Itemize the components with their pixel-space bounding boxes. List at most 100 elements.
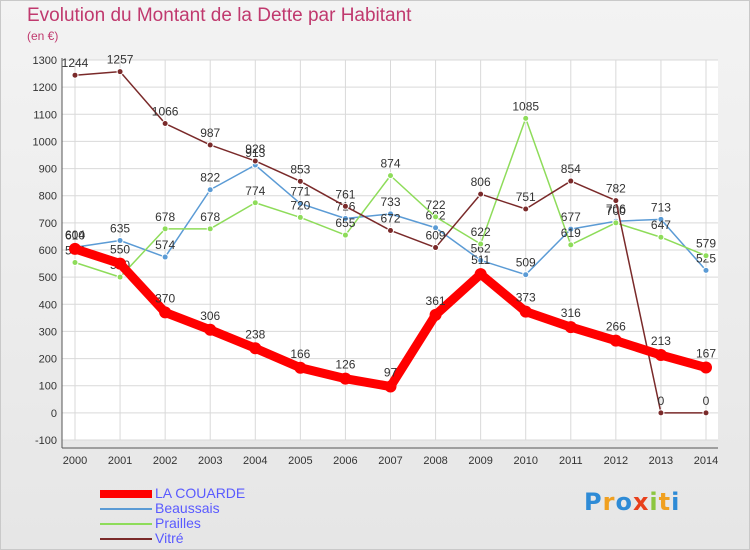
data-point — [702, 266, 710, 274]
data-point — [432, 244, 440, 252]
legend-swatch — [100, 490, 152, 498]
logo-letter: i — [649, 488, 659, 516]
data-label: 987 — [200, 126, 220, 140]
data-point — [567, 241, 575, 249]
data-label: 761 — [335, 187, 355, 201]
data-label: 373 — [516, 291, 536, 305]
data-point — [341, 231, 349, 239]
data-point — [609, 334, 622, 347]
legend-label: Beaussais — [155, 500, 220, 516]
proxiti-logo: Proxiti — [584, 488, 680, 516]
data-point — [296, 200, 304, 208]
y-tick-label: 100 — [39, 381, 57, 393]
data-label: 574 — [155, 238, 175, 252]
data-point — [339, 372, 352, 385]
data-point — [251, 157, 259, 165]
data-point — [567, 177, 575, 185]
data-point — [387, 226, 394, 234]
data-label: 854 — [561, 162, 581, 176]
data-point — [249, 342, 262, 355]
data-label: 609 — [426, 229, 446, 243]
data-label: 361 — [426, 294, 446, 308]
data-label: 706 — [606, 202, 626, 216]
data-point — [387, 210, 394, 218]
data-point — [522, 205, 530, 213]
data-label: 619 — [561, 226, 581, 240]
data-point — [567, 225, 575, 233]
data-label: 822 — [200, 171, 220, 185]
data-label: 713 — [651, 200, 671, 214]
y-tick-label: 500 — [39, 272, 57, 284]
data-label: 874 — [380, 157, 400, 171]
data-label: 1257 — [107, 53, 134, 67]
data-point — [522, 271, 530, 279]
data-point — [700, 361, 712, 374]
data-point — [657, 233, 665, 241]
logo-letter: r — [602, 488, 616, 516]
data-point — [519, 305, 532, 318]
data-point — [474, 268, 487, 281]
data-point — [159, 306, 172, 319]
data-point — [206, 225, 214, 233]
data-label: 509 — [516, 256, 536, 270]
data-label: 622 — [471, 225, 491, 239]
x-tick-label: 2007 — [378, 455, 402, 467]
data-point — [432, 213, 440, 221]
data-point — [341, 202, 349, 210]
data-point — [206, 141, 214, 149]
data-point — [294, 361, 307, 374]
x-tick-label: 2001 — [108, 455, 132, 467]
data-label: 771 — [290, 185, 310, 199]
data-label: 635 — [110, 222, 130, 236]
data-label: 604 — [65, 228, 85, 242]
x-tick-label: 2009 — [468, 455, 492, 467]
data-label: 722 — [426, 198, 446, 212]
y-tick-label: 700 — [39, 218, 57, 230]
legend-swatch — [100, 508, 152, 510]
x-tick-label: 2014 — [694, 455, 718, 467]
data-point — [654, 349, 667, 362]
data-label: 562 — [471, 241, 491, 255]
y-tick-label: 200 — [39, 354, 57, 366]
data-label: 928 — [245, 142, 265, 156]
data-label: 316 — [561, 306, 581, 320]
x-tick-label: 2006 — [333, 455, 357, 467]
data-point — [477, 190, 485, 198]
data-label: 511 — [471, 253, 490, 267]
data-point — [477, 256, 485, 264]
data-label: 678 — [155, 210, 175, 224]
data-point — [657, 215, 665, 223]
data-label: 370 — [155, 291, 175, 305]
data-label: 853 — [290, 162, 310, 176]
data-point — [296, 213, 304, 221]
y-tick-label: 800 — [39, 191, 57, 203]
data-point — [387, 172, 394, 180]
x-tick-label: 2008 — [423, 455, 447, 467]
data-label: 774 — [245, 184, 265, 198]
y-tick-label: -100 — [35, 435, 57, 447]
data-point — [564, 321, 577, 334]
data-label: 720 — [290, 198, 310, 212]
data-point — [251, 199, 259, 207]
data-point — [612, 219, 620, 227]
data-label: 0 — [658, 394, 665, 408]
data-label: 1244 — [62, 56, 89, 70]
data-point — [204, 323, 217, 336]
data-point — [116, 237, 124, 244]
data-label: 579 — [696, 237, 716, 251]
data-label: 677 — [561, 210, 581, 224]
data-label: 550 — [110, 243, 130, 257]
logo-letter: o — [615, 488, 633, 516]
data-point — [296, 177, 304, 185]
data-point — [161, 253, 169, 261]
y-tick-label: 1300 — [33, 55, 57, 67]
y-tick-label: 1200 — [33, 82, 57, 94]
data-point — [69, 242, 81, 255]
chart-subtitle: (en €) — [27, 29, 59, 43]
data-label: 700 — [606, 204, 626, 218]
data-point — [114, 257, 127, 270]
data-point — [71, 258, 79, 266]
data-point — [702, 409, 710, 417]
y-tick-label: 1000 — [33, 136, 57, 148]
